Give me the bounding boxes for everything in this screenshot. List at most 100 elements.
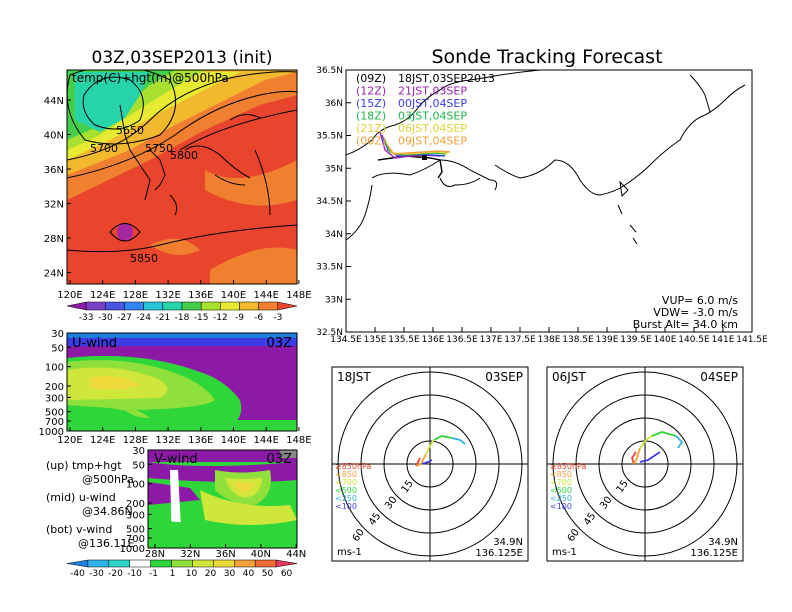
v-lat-tick-label: 44N xyxy=(286,549,306,560)
contour-label-5850: 5850 xyxy=(130,252,158,265)
wind-colorbar-swatch xyxy=(150,559,172,568)
map-lon-tick-label: 148E xyxy=(286,290,311,301)
wind-colorbar-label: -1 xyxy=(149,569,158,579)
panel-legend-notes: (up) tmp+hgt @500hPa (mid) u-wind @34.86… xyxy=(46,459,134,550)
wind-colorbar-swatch xyxy=(254,559,277,568)
u-lon-tick-label: 124E xyxy=(90,435,115,446)
track-lat-tick-label: 34.5N xyxy=(316,197,343,207)
u-lon-ticks: 120E 124E 128E 132E 136E 140E 144E 148E xyxy=(57,427,312,446)
temp-colorbar-label: -24 xyxy=(136,313,151,323)
v-pressure-tick-label: 500 xyxy=(126,525,145,536)
track-legend-time: 03JST,04SEP xyxy=(398,110,467,123)
hodograph-left-label: 06JST xyxy=(552,370,586,384)
track-lon-tick-label: 135E xyxy=(364,335,387,345)
map-title: 03Z,03SEP2013 (init) xyxy=(92,48,273,68)
map-lon-tick-label: 124E xyxy=(90,290,115,301)
sonde-track-line xyxy=(385,141,449,155)
map-lat-tick-label: 24N xyxy=(44,269,64,280)
hodograph-trace xyxy=(675,435,684,449)
wind-colorbar-swatch xyxy=(87,559,110,568)
hodograph-trace xyxy=(631,451,637,465)
hodograph-lon: 136.125E xyxy=(690,548,738,559)
v-pressure-tick-label: 30 xyxy=(132,446,145,457)
track-lat-tick-label: 34N xyxy=(325,230,343,240)
hodograph-pressure-legend: <700 xyxy=(335,478,357,487)
param-vup: VUP= 6.0 m/s xyxy=(662,294,738,307)
v-wind-frame xyxy=(147,449,298,549)
hodograph-pressure-legend: <850 xyxy=(335,470,357,479)
track-lat-tick-label: 32.5N xyxy=(316,328,343,338)
wind-colorbar-label: -20 xyxy=(108,569,123,579)
note-up-title: (up) tmp+hgt xyxy=(46,459,122,472)
hodograph-rings xyxy=(332,367,528,561)
track-lon-tick-label: 139.5E xyxy=(620,335,652,345)
track-lat-tick-label: 35N xyxy=(325,164,343,174)
wind-colorbar-label: 1 xyxy=(170,569,176,579)
track-lon-tick-label: 140.5E xyxy=(678,335,710,345)
param-burst-alt: Burst Alt= 34.0 km xyxy=(633,318,738,331)
map-frame xyxy=(66,69,298,285)
track-lon-tick-label: 135.5E xyxy=(388,335,420,345)
contour-label-5650: 5650 xyxy=(116,124,144,137)
u-lon-tick-label: 128E xyxy=(123,435,148,446)
map-lat-tick-label: 40N xyxy=(44,131,64,142)
temp-colorbar-label: -33 xyxy=(79,313,94,323)
track-lat-tick-label: 36N xyxy=(325,99,343,109)
temp-colorbar-label: -18 xyxy=(175,313,190,323)
track-lon-tick-label: 136.5E xyxy=(446,335,478,345)
track-params: VUP= 6.0 m/s VDW= -3.0 m/s Burst Alt= 34… xyxy=(633,294,739,331)
hodograph-trace xyxy=(639,435,653,449)
param-vdw: VDW= -3.0 m/s xyxy=(653,306,738,319)
track-legend-time: 06JST,04SEP xyxy=(398,122,467,135)
hodograph-left-label: 18JST xyxy=(337,370,371,384)
wind-colorbar-label: -30 xyxy=(89,569,104,579)
u-pressure-tick-label: 30 xyxy=(51,329,64,340)
u-wind-field xyxy=(67,333,297,431)
hodograph-lat: 34.9N xyxy=(708,537,738,548)
u-wind-frame xyxy=(66,332,298,432)
track-legend-code: (21Z) xyxy=(356,122,386,135)
hodograph-trace xyxy=(425,439,435,455)
v-pressure-tick-label: 300 xyxy=(126,510,145,521)
track-legend-code: (18Z) xyxy=(356,110,386,123)
hodograph-pressure-legend: <700 xyxy=(550,478,572,487)
track-lon-tick-label: 136E xyxy=(422,335,445,345)
wind-colorbar-swatch xyxy=(108,559,130,568)
wind-colorbar-label: 50 xyxy=(262,569,274,579)
track-legend-time: 21JST,03SEP xyxy=(398,85,467,98)
track-lon-tick-label: 139E xyxy=(596,335,619,345)
track-lon-tick-label: 141.5E xyxy=(736,335,768,345)
track-lat-tick-label: 36.5N xyxy=(316,66,343,76)
wind-colorbar-label: 20 xyxy=(205,569,217,579)
wind-colorbar-swatch xyxy=(171,559,193,568)
track-lat-tick-label: 33.5N xyxy=(316,263,343,273)
v-pressure-tick-label: 1000 xyxy=(120,544,145,555)
wind-colorbar-label: 30 xyxy=(224,569,236,579)
map-lat-tick-label: 32N xyxy=(44,200,64,211)
wind-colorbar-label: 10 xyxy=(186,569,198,579)
hodograph-trace xyxy=(415,457,421,467)
map-lon-tick-label: 144E xyxy=(253,290,278,301)
u-lon-tick-label: 132E xyxy=(155,435,180,446)
hodograph-lat: 34.9N xyxy=(493,537,523,548)
v-pressure-tick-label: 50 xyxy=(132,460,145,471)
v-pressure-tick-label: 700 xyxy=(126,534,145,545)
temp-colorbar-swatch xyxy=(66,301,87,311)
temp-colorbar-label: -9 xyxy=(235,313,244,323)
track-lon-tick-label: 141E xyxy=(712,335,735,345)
v-pressure-tick-label: 100 xyxy=(126,480,145,491)
track-legend-code: (00Z) xyxy=(356,135,386,148)
u-lon-tick-label: 120E xyxy=(57,435,82,446)
contour-label-5750: 5750 xyxy=(145,142,173,155)
hodograph-unit: ms-1 xyxy=(552,547,577,558)
wind-colorbar-swatch xyxy=(275,559,298,568)
temp-colorbar-swatch xyxy=(124,301,144,311)
track-lon-tick-label: 138E xyxy=(538,335,561,345)
hodograph-pressure-legend: <850 xyxy=(550,470,572,479)
track-lat-tick-label: 35.5N xyxy=(316,132,343,142)
track-lon-ticks: 134.5E 135E 135.5E 136E 136.5E 137E 137.5E 138E… xyxy=(330,327,768,345)
